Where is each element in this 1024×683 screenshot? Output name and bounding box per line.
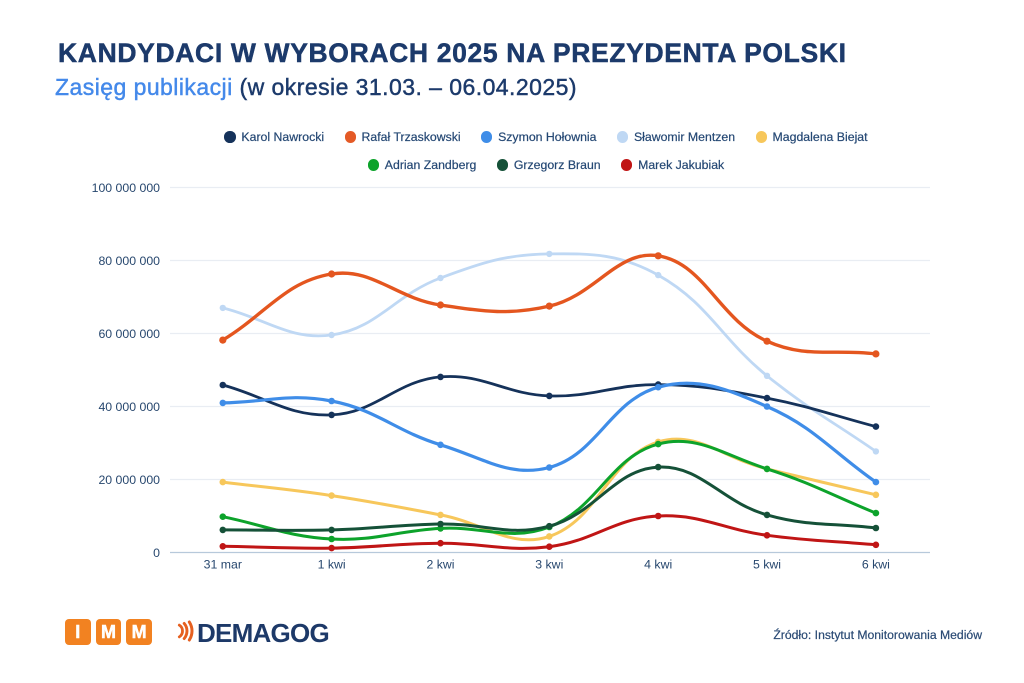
svg-text:4 kwi: 4 kwi [644, 557, 672, 571]
svg-text:20 000 000: 20 000 000 [98, 473, 160, 487]
svg-text:3 kwi: 3 kwi [535, 557, 563, 571]
svg-text:31 mar: 31 mar [204, 557, 242, 571]
svg-text:100 000 000: 100 000 000 [92, 181, 161, 195]
svg-text:1 kwi: 1 kwi [318, 557, 346, 571]
svg-text:60 000 000: 60 000 000 [98, 327, 160, 341]
svg-text:80 000 000: 80 000 000 [98, 254, 160, 268]
svg-text:2 kwi: 2 kwi [426, 557, 454, 571]
svg-text:0: 0 [153, 546, 160, 560]
svg-text:40 000 000: 40 000 000 [98, 400, 160, 414]
svg-text:5 kwi: 5 kwi [753, 557, 781, 571]
svg-text:6 kwi: 6 kwi [862, 557, 890, 571]
